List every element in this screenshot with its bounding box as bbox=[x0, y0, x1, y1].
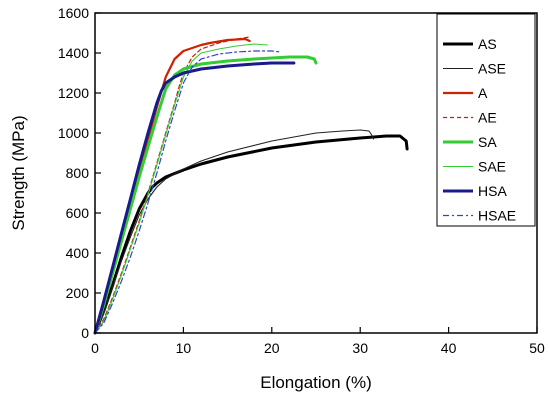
x-tick-label: 40 bbox=[441, 340, 457, 356]
x-tick-label: 20 bbox=[264, 340, 280, 356]
legend-label: HSA bbox=[478, 183, 507, 199]
y-tick-label: 200 bbox=[66, 285, 90, 301]
x-tick-label: 0 bbox=[91, 340, 99, 356]
legend-label: AE bbox=[478, 110, 497, 126]
legend-label: A bbox=[478, 85, 488, 101]
legend-label: SA bbox=[478, 134, 497, 150]
axis-ticks: 0 10 20 30 40 50 0 200 400 600 800 1000 1200 1400 1600 bbox=[58, 5, 545, 356]
series-line-sae bbox=[94, 43, 268, 334]
y-tick-label: 400 bbox=[66, 245, 90, 261]
y-tick-label: 1200 bbox=[58, 85, 89, 101]
plot-lines bbox=[93, 36, 409, 335]
series-line-a bbox=[93, 37, 251, 335]
series-line-hsae bbox=[94, 50, 282, 334]
y-tick-label: 0 bbox=[81, 325, 89, 341]
y-tick-label: 800 bbox=[66, 165, 90, 181]
series-line-hsa bbox=[93, 61, 296, 335]
y-axis-title: Strength (MPa) bbox=[9, 115, 28, 230]
legend-label: AS bbox=[478, 36, 497, 52]
legend-label: HSAE bbox=[478, 208, 516, 224]
legend-label: ASE bbox=[478, 61, 506, 77]
legend-label: SAE bbox=[478, 159, 506, 175]
legend: AS ASE A AE SA SAE HSA HSAE bbox=[436, 13, 536, 227]
y-tick-label: 1400 bbox=[58, 45, 89, 61]
series-line-sa bbox=[93, 55, 318, 335]
x-axis-title: Elongation (%) bbox=[260, 373, 372, 392]
series-line-ase bbox=[94, 129, 375, 334]
y-tick-label: 600 bbox=[66, 205, 90, 221]
series-line-ae bbox=[94, 36, 251, 334]
x-tick-label: 10 bbox=[176, 340, 192, 356]
legend-box bbox=[436, 13, 536, 227]
y-tick-label: 1600 bbox=[58, 5, 89, 21]
x-tick-label: 30 bbox=[352, 340, 368, 356]
x-tick-label: 50 bbox=[529, 340, 545, 356]
y-tick-label: 1000 bbox=[58, 125, 89, 141]
